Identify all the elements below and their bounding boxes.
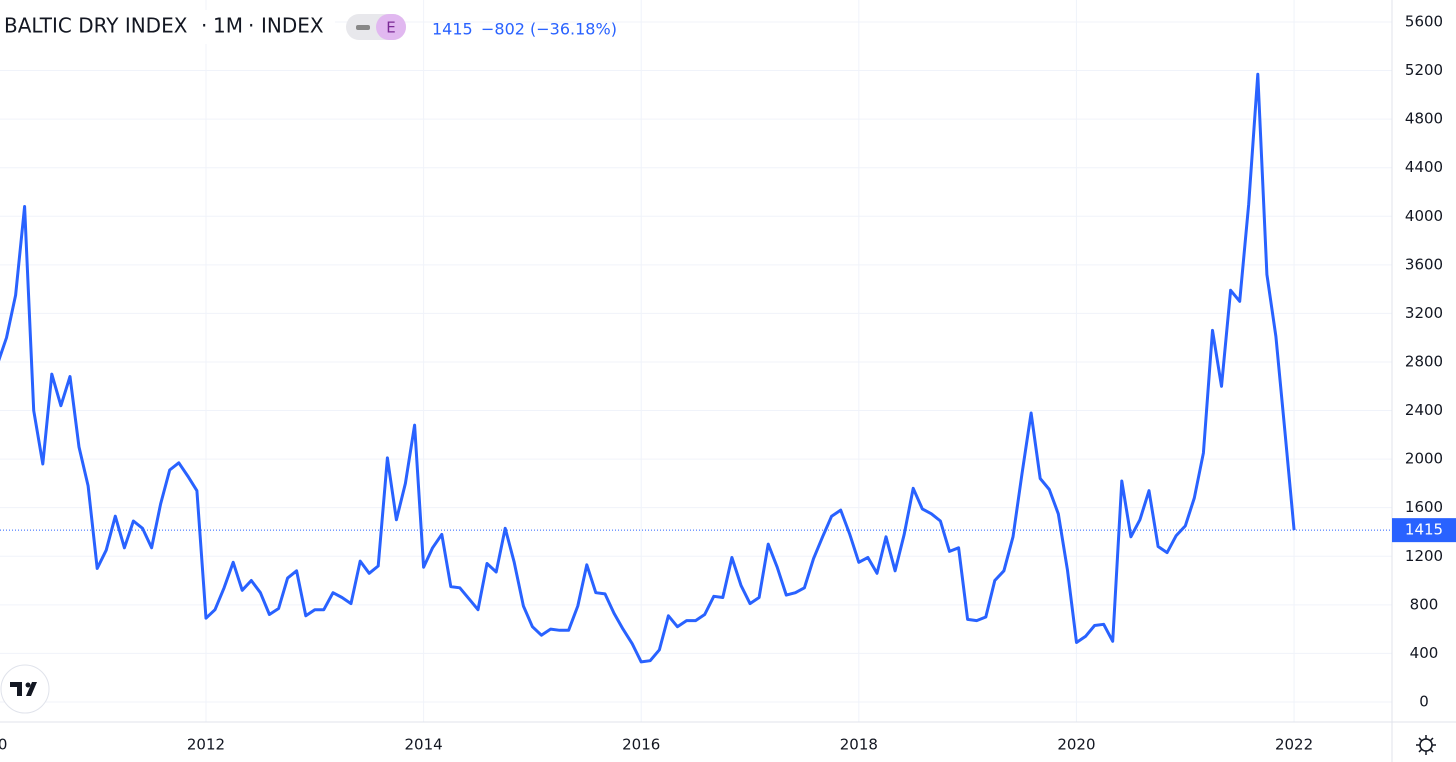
last-value-label: 1415	[1405, 521, 1443, 539]
settings[interactable]	[1416, 735, 1436, 755]
y-tick-label: 4000	[1405, 207, 1443, 225]
interval: 1M	[213, 14, 243, 38]
line-series	[0, 72, 1296, 664]
x-tick-label: 2016	[622, 736, 660, 754]
grid	[0, 0, 1392, 722]
y-tick-label: 4800	[1405, 110, 1443, 128]
logo-mark	[10, 682, 37, 696]
y-tick-label: 1600	[1405, 498, 1443, 516]
y-tick-label: 5600	[1405, 12, 1443, 30]
y-tick-label: 1200	[1405, 547, 1443, 565]
y-tick-label: 3200	[1405, 304, 1443, 322]
y-tick-label: 800	[1410, 595, 1439, 613]
y-tick-label: 2400	[1405, 401, 1443, 419]
y-tick-label: 400	[1410, 644, 1439, 662]
x-tick-label: 2014	[405, 736, 443, 754]
y-tick-label: 2000	[1405, 450, 1443, 468]
legend-header: BALTIC DRY INDEX · 1M · INDEX E 1415 −80…	[0, 10, 617, 44]
badge-dash	[356, 25, 370, 30]
logo-circle[interactable]	[0, 664, 50, 714]
header-bg	[0, 10, 335, 44]
change: −802 (−36.18%)	[481, 20, 617, 39]
last-value: 1415	[432, 20, 473, 39]
y-tick-label: 0	[1419, 692, 1429, 710]
plot	[0, 72, 1392, 664]
y-tick-label: 3600	[1405, 255, 1443, 273]
y-tick-label: 5200	[1405, 61, 1443, 79]
y-tick-label: 4400	[1405, 158, 1443, 176]
sep: ·	[201, 14, 207, 38]
x-tick-label: 2022	[1275, 736, 1313, 754]
x-tick-label: 2012	[187, 736, 225, 754]
sep: ·	[248, 14, 254, 38]
logo-dot	[25, 682, 31, 688]
x-tick-label: 2018	[840, 736, 878, 754]
last-value-tag	[1392, 518, 1456, 543]
gear-teeth	[1416, 735, 1436, 755]
x-tick-label: 2010	[0, 736, 7, 754]
title: BALTIC DRY INDEX	[4, 14, 188, 38]
y-tick-label: 2800	[1405, 352, 1443, 370]
x-tick-label: 2020	[1057, 736, 1095, 754]
badge-e: E	[386, 19, 395, 37]
logo[interactable]	[0, 664, 50, 714]
badge-e-bg	[376, 14, 406, 40]
exchange: INDEX	[261, 14, 324, 38]
